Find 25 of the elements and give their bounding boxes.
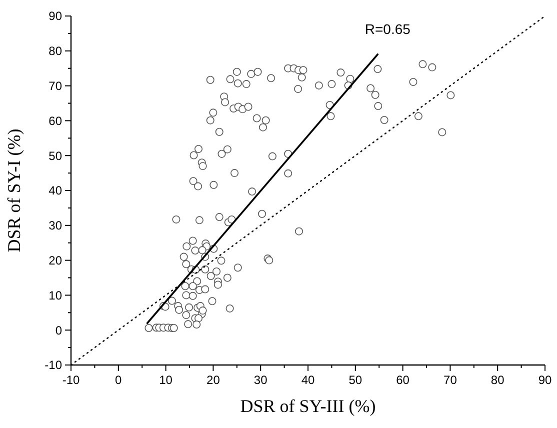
x-tick-label: -10 <box>62 373 80 387</box>
y-tick-label: 20 <box>48 254 62 268</box>
x-tick-label: 60 <box>396 373 410 387</box>
y-tick-label: 80 <box>48 44 62 58</box>
y-tick-label: 50 <box>48 148 62 163</box>
y-tick-label: 30 <box>48 218 62 233</box>
y-tick-label: 70 <box>48 79 62 93</box>
x-axis-title: DSR of SY-III (%) <box>240 396 376 416</box>
y-tick-label: 60 <box>48 114 62 128</box>
y-tick-label: 90 <box>48 9 62 24</box>
y-tick-label: 10 <box>48 288 62 302</box>
x-tick-label: 0 <box>115 373 122 387</box>
y-tick-label: 40 <box>48 184 62 198</box>
x-tick-label: 20 <box>206 373 220 387</box>
y-tick-label: 0 <box>55 323 62 338</box>
x-tick-label: 80 <box>490 373 505 387</box>
x-tick-label: 90 <box>538 373 552 387</box>
y-tick-label: -10 <box>44 358 62 372</box>
y-axis-title: DSR of SY-I (%) <box>4 128 24 252</box>
x-tick-label: 50 <box>348 373 362 387</box>
x-tick-label: 30 <box>254 373 268 387</box>
x-tick-label: 10 <box>159 373 173 387</box>
x-tick-label: 40 <box>301 373 315 387</box>
annotation: R=0.65 <box>364 20 411 37</box>
x-tick-label: 70 <box>444 373 458 387</box>
